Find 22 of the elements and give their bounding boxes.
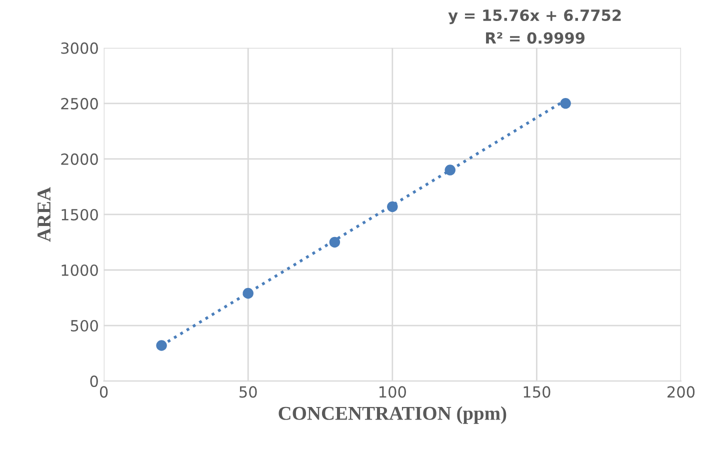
y-tick-label: 500 xyxy=(70,320,98,332)
x-tick-label: 0 xyxy=(100,386,108,398)
point xyxy=(387,201,398,212)
point xyxy=(560,98,571,109)
x-tick-label: 150 xyxy=(524,386,550,398)
point xyxy=(444,164,456,176)
y-tick-label: 3000 xyxy=(61,42,98,54)
text: R² = 0.9999 xyxy=(486,32,585,44)
y-tick-label: 1000 xyxy=(62,264,98,276)
point xyxy=(242,288,254,299)
y-tick-label: 2500 xyxy=(61,98,98,110)
x-tick-label: 200 xyxy=(668,386,695,398)
x-axis-title: CONCENTRATION (ppm) xyxy=(278,406,506,424)
point xyxy=(329,236,340,248)
x-tick-label: 50 xyxy=(240,386,257,398)
x-tick-label: 100 xyxy=(380,386,406,398)
text: y = 15.76x + 6.7752 xyxy=(448,9,621,24)
y-axis-title: AREA xyxy=(38,187,50,242)
point xyxy=(156,340,167,351)
y-tick-label: 0 xyxy=(90,376,98,388)
y-tick-label: 1500 xyxy=(62,208,98,220)
y-tick-label: 2000 xyxy=(61,153,98,165)
